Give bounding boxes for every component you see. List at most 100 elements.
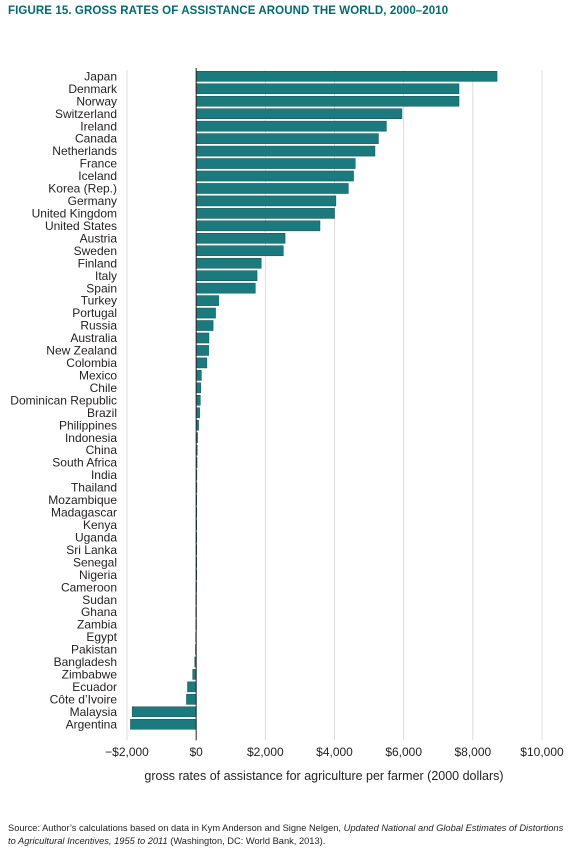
x-tick-label: $0: [189, 745, 203, 759]
category-label: Iceland: [78, 169, 117, 183]
category-label: Cameroon: [61, 580, 117, 594]
bar: [195, 370, 202, 381]
category-label: Japan: [84, 69, 117, 83]
category-label: Senegal: [73, 555, 117, 569]
category-label: Mozambique: [48, 493, 117, 507]
category-label: Malaysia: [70, 705, 118, 719]
bar: [195, 95, 460, 107]
bar: [195, 245, 284, 257]
category-label: India: [91, 468, 117, 482]
category-label: Zambia: [77, 618, 117, 632]
x-tick-label: $10,000: [520, 745, 564, 759]
bar: [130, 718, 197, 730]
category-label: Sudan: [82, 593, 117, 607]
category-label: Brazil: [87, 406, 117, 420]
category-label: Germany: [68, 194, 117, 208]
bar: [195, 208, 335, 219]
bar: [195, 282, 256, 294]
bar: [195, 233, 286, 244]
category-label: Ireland: [80, 119, 117, 133]
category-label: Dominican Republic: [10, 393, 117, 407]
x-axis-title: gross rates of assistance for agricultur…: [144, 769, 503, 783]
bar: [195, 170, 354, 182]
category-label: Spain: [86, 281, 117, 295]
x-axis: −$2,000 $0 $2,000 $4,000 $6,000 $8,000 $10,000: [105, 68, 564, 759]
category-label: Pakistan: [71, 643, 117, 657]
category-label: Norway: [76, 94, 117, 108]
category-label: Russia: [80, 319, 117, 333]
category-label: Egypt: [86, 630, 117, 644]
category-label: Portugal: [72, 306, 117, 320]
category-label: Austria: [80, 231, 118, 245]
bar: [187, 681, 197, 693]
category-label: Thailand: [71, 481, 117, 495]
category-label: Bangladesh: [54, 655, 117, 669]
category-label: Australia: [70, 331, 117, 345]
category-label: China: [86, 443, 118, 457]
category-label: Argentina: [66, 717, 118, 731]
category-label: Mexico: [79, 368, 117, 382]
category-labels: JapanDenmarkNorwaySwitzerlandIrelandCana…: [10, 69, 118, 731]
category-label: Madagascar: [51, 506, 117, 520]
category-label: United States: [45, 219, 117, 233]
category-label: Uganda: [75, 530, 117, 544]
bar: [195, 357, 208, 369]
source-suffix: (Washington, DC: World Bank, 2013).: [167, 835, 326, 846]
category-label: Turkey: [81, 294, 117, 308]
bar: [195, 270, 258, 281]
category-label: Italy: [95, 269, 117, 283]
bar: [186, 694, 197, 705]
category-label: France: [80, 157, 118, 171]
source-title: Updated National and Global Estimates of…: [8, 823, 564, 846]
bar: [195, 407, 200, 419]
bar: [195, 395, 201, 406]
bar: [195, 220, 321, 232]
category-label: Sweden: [74, 244, 117, 258]
category-label: Sri Lanka: [66, 543, 117, 557]
bar: [195, 345, 209, 356]
bar: [195, 71, 498, 82]
category-label: Ghana: [81, 605, 117, 619]
bar: [195, 382, 201, 394]
category-label: South Africa: [52, 456, 117, 470]
bar: [131, 706, 197, 718]
grid-lines: [126, 70, 543, 741]
category-label: Ecuador: [72, 680, 117, 694]
bar: [195, 133, 379, 144]
category-label: Chile: [90, 381, 118, 395]
x-tick-label: $8,000: [454, 745, 491, 759]
category-label: Philippines: [59, 418, 117, 432]
figure-title: FIGURE 15. GROSS RATES OF ASSISTANCE ARO…: [8, 5, 449, 17]
category-label: Netherlands: [52, 144, 117, 158]
bar: [195, 83, 460, 95]
source-note: Source: Author’s calculations based on d…: [8, 822, 568, 847]
category-label: Indonesia: [65, 431, 117, 445]
bar: [195, 158, 356, 169]
x-tick-label: $4,000: [316, 745, 353, 759]
bar: [195, 257, 262, 269]
category-label: Switzerland: [55, 107, 117, 121]
x-tick-label: $2,000: [247, 745, 284, 759]
bar: [195, 307, 216, 319]
category-label: Finland: [78, 256, 117, 270]
bar: [195, 108, 403, 119]
bar: [195, 332, 210, 344]
category-label: New Zealand: [46, 344, 117, 358]
bar: [195, 120, 387, 132]
source-prefix: Source: Author’s calculations based on d…: [8, 823, 344, 833]
bars: [130, 71, 498, 730]
category-label: Côte d’Ivoire: [50, 692, 118, 706]
category-label: Nigeria: [79, 568, 117, 582]
x-tick-label: −$2,000: [105, 745, 149, 759]
bar: [192, 669, 197, 680]
bar: [195, 145, 376, 157]
category-label: Colombia: [66, 356, 117, 370]
bar-chart: JapanDenmarkNorwaySwitzerlandIrelandCana…: [10, 68, 564, 783]
bar: [195, 295, 219, 306]
x-tick-label: $6,000: [385, 745, 422, 759]
category-label: Canada: [75, 132, 117, 146]
bar: [195, 183, 349, 194]
category-label: Zimbabwe: [62, 668, 118, 682]
category-label: Denmark: [68, 82, 118, 96]
bar: [195, 320, 214, 331]
